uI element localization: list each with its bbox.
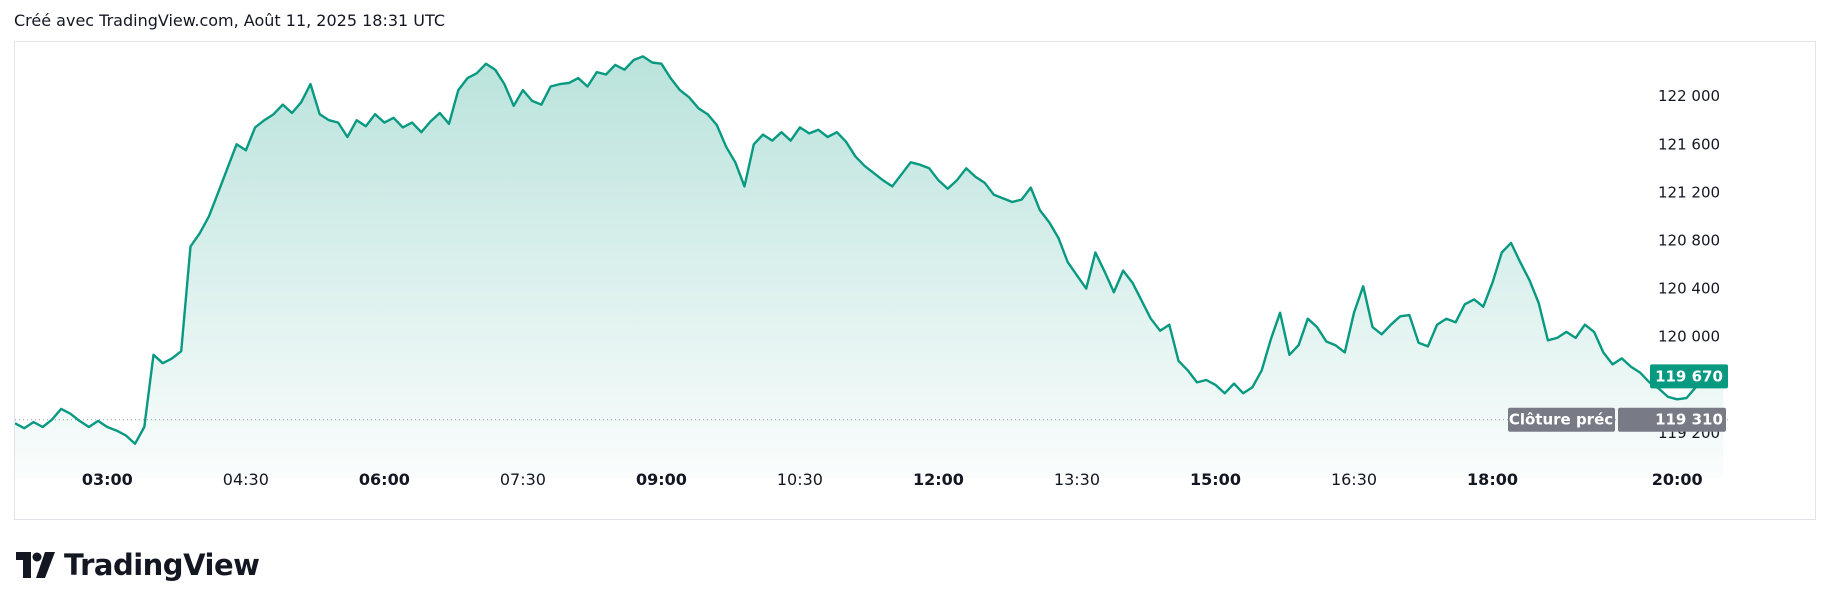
y-tick-label: 122 000 — [1658, 87, 1720, 105]
tradingview-logo-text: TradingView — [64, 548, 260, 582]
tradingview-logo-icon — [16, 552, 55, 578]
x-tick-label: 07:30 — [500, 470, 546, 489]
x-tick-label: 18:00 — [1467, 470, 1518, 489]
price-area — [15, 56, 1724, 478]
x-tick-label: 15:00 — [1190, 470, 1241, 489]
prev-close-badge — [1618, 407, 1726, 432]
y-tick-label: 121 600 — [1658, 135, 1720, 153]
x-tick-label: 20:00 — [1652, 470, 1703, 489]
last-price-label: 119 670 — [1655, 367, 1723, 385]
price-line — [15, 55, 1724, 445]
prev-close-name: Clôture préc — [1509, 411, 1613, 429]
x-tick-label: 13:30 — [1054, 470, 1100, 489]
x-tick-label: 10:30 — [777, 470, 823, 489]
y-tick-label: 120 800 — [1658, 231, 1720, 249]
prev-close-value: 119 310 — [1655, 411, 1723, 429]
x-tick-label: 04:30 — [223, 470, 269, 489]
y-tick-label: 120 400 — [1658, 280, 1720, 298]
x-tick-label: 12:00 — [913, 470, 964, 489]
x-tick-label: 06:00 — [359, 470, 410, 489]
x-tick-label: 16:30 — [1331, 470, 1377, 489]
y-tick-label: 120 000 — [1658, 328, 1720, 346]
tradingview-logo[interactable]: TradingView — [16, 548, 260, 582]
y-tick-label: 121 200 — [1658, 183, 1720, 201]
chart-frame[interactable] — [14, 41, 1816, 520]
x-tick-label: 09:00 — [636, 470, 687, 489]
x-tick-label: 03:00 — [82, 470, 133, 489]
created-caption: Créé avec TradingView.com, Août 11, 2025… — [14, 11, 446, 30]
prev-close-name-badge — [1508, 407, 1615, 432]
last-price-badge — [1650, 364, 1728, 389]
